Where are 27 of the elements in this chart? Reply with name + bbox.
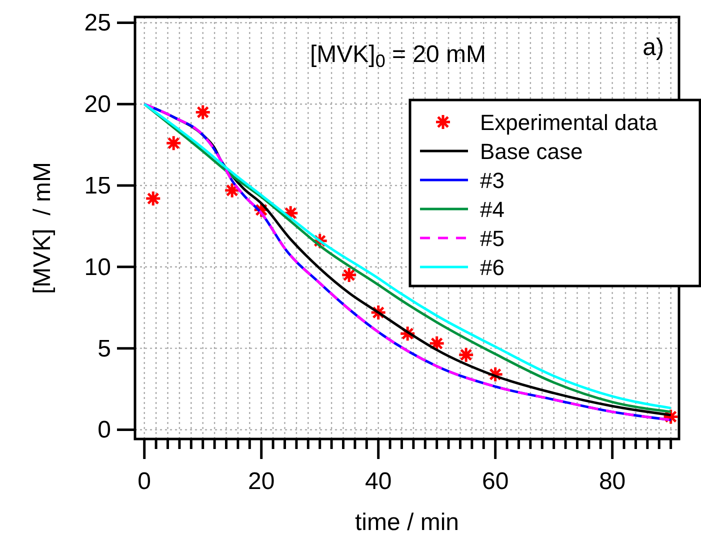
x-tick-label: 60 — [482, 468, 509, 495]
x-tick-label: 20 — [248, 468, 275, 495]
point — [194, 104, 212, 120]
y-tick-label: 20 — [84, 91, 111, 118]
legend-label: #6 — [480, 255, 504, 280]
point — [224, 182, 240, 199]
y-tick-label: 5 — [98, 335, 111, 362]
legend-label: #5 — [480, 226, 504, 251]
y-axis-title: [MVK] / mM — [29, 162, 56, 294]
x-tick-label: 40 — [364, 468, 392, 495]
x-tick-label: 0 — [138, 468, 152, 495]
x-axis-title: time / min — [354, 509, 460, 536]
y-tick-label: 10 — [84, 254, 111, 281]
point — [340, 266, 358, 284]
point — [165, 134, 182, 152]
point — [144, 190, 162, 207]
y-tick-label: 15 — [84, 172, 111, 200]
point — [458, 346, 474, 364]
y-tick-label: 25 — [84, 10, 111, 37]
y-tick-label: 0 — [98, 416, 111, 444]
annotation: [MVK]$_{0}$ = 20 mM — [310, 41, 486, 72]
legend-label: Experimental data — [480, 110, 658, 135]
x-tick-label: 80 — [598, 468, 626, 495]
legend-label: #3 — [480, 168, 504, 193]
annotation: a) — [642, 34, 664, 61]
legend-label: #4 — [480, 197, 504, 222]
legend-label: Base case — [480, 139, 583, 164]
